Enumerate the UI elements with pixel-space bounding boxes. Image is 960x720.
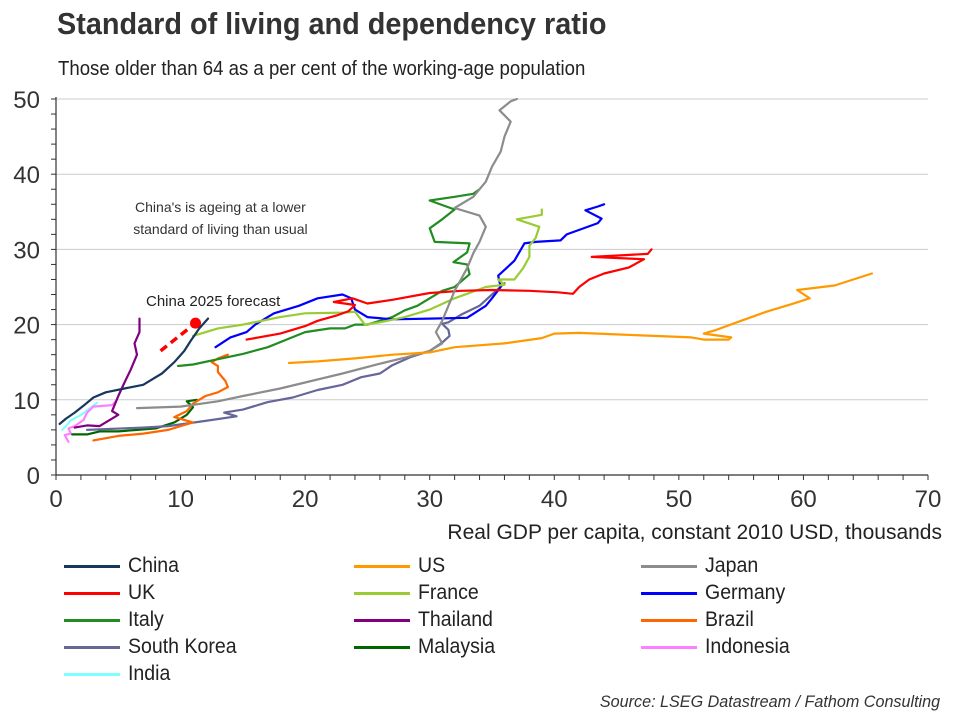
- legend-item: US: [354, 553, 447, 579]
- legend-swatch: [64, 672, 120, 676]
- y-tick-label: 20: [13, 313, 40, 340]
- legend-label: Japan: [705, 554, 759, 577]
- legend-label: Indonesia: [705, 635, 790, 658]
- x-tick-label: 40: [541, 486, 568, 513]
- legend-item: India: [64, 661, 174, 687]
- legend-item: Indonesia: [641, 634, 796, 660]
- legend-swatch: [64, 645, 120, 649]
- series-line-thailand: [73, 317, 141, 429]
- y-tick-label: 10: [13, 388, 40, 415]
- legend-swatch: [354, 645, 410, 649]
- x-tick-label: 60: [790, 486, 817, 513]
- series-line-china: [58, 317, 210, 425]
- legend-swatch: [64, 564, 120, 568]
- legend-item: China: [64, 553, 183, 579]
- legend-swatch: [641, 564, 697, 568]
- legend-item: Thailand: [354, 607, 499, 633]
- series-line-indonesia: [63, 400, 117, 443]
- y-tick-label: 50: [13, 87, 40, 114]
- series-line-uk: [245, 248, 653, 341]
- x-tick-label: 70: [915, 486, 942, 513]
- legend-swatch: [64, 618, 120, 622]
- legend-label: UK: [128, 581, 156, 604]
- series-line-japan: [135, 97, 518, 410]
- series-line-us: [287, 272, 873, 365]
- legend-item: UK: [64, 580, 157, 606]
- series-line-south-korea: [86, 282, 506, 431]
- y-tick-label: 0: [27, 463, 40, 490]
- legend-label: US: [418, 554, 446, 577]
- legend-label: Germany: [705, 581, 786, 604]
- chart-subtitle: Those older than 64 as a per cent of the…: [58, 58, 586, 80]
- legend-item: Germany: [641, 580, 791, 606]
- legend-label: South Korea: [128, 635, 237, 658]
- annotation-text: standard of living than usual: [133, 221, 307, 237]
- legend-label: Malaysia: [418, 635, 496, 658]
- legend-item: Japan: [641, 553, 762, 579]
- legend-swatch: [641, 591, 697, 595]
- y-tick-label: 30: [13, 237, 40, 264]
- legend-label: Italy: [128, 608, 164, 631]
- legend-item: France: [354, 580, 483, 606]
- forecast-marker: [190, 317, 202, 329]
- legend-item: Italy: [64, 607, 167, 633]
- x-tick-label: 0: [49, 486, 62, 513]
- source-note: Source: LSEG Datastream / Fathom Consult…: [599, 692, 940, 711]
- x-tick-label: 30: [416, 486, 443, 513]
- series-line-italy: [177, 188, 481, 368]
- legend-swatch: [354, 591, 410, 595]
- legend-swatch: [64, 591, 120, 595]
- x-tick-label: 20: [292, 486, 319, 513]
- y-tick-label: 40: [13, 162, 40, 189]
- legend-swatch: [354, 564, 410, 568]
- legend-swatch: [354, 618, 410, 622]
- legend-item: Brazil: [641, 607, 758, 633]
- legend-label: China: [128, 554, 180, 577]
- annotation-text: China's is ageing at a lower: [135, 199, 306, 215]
- legend-swatch: [641, 618, 697, 622]
- legend-label: Thailand: [418, 608, 493, 631]
- series-line-brazil: [92, 353, 229, 442]
- series-line-france: [191, 208, 543, 337]
- legend-label: Brazil: [705, 608, 754, 631]
- x-tick-label: 50: [666, 486, 693, 513]
- forecast-annotation: China 2025 forecast: [146, 293, 281, 310]
- series-line-germany: [214, 203, 606, 349]
- legend-item: Malaysia: [354, 634, 501, 660]
- x-tick-label: 10: [167, 486, 194, 513]
- legend-label: India: [128, 662, 171, 685]
- legend-label: France: [418, 581, 479, 604]
- x-axis-label: Real GDP per capita, constant 2010 USD, …: [447, 521, 942, 544]
- chart-title: Standard of living and dependency ratio: [57, 6, 607, 41]
- series-line-china-2025-forecast: [159, 321, 197, 353]
- legend-swatch: [641, 645, 697, 649]
- legend-item: South Korea: [64, 634, 245, 660]
